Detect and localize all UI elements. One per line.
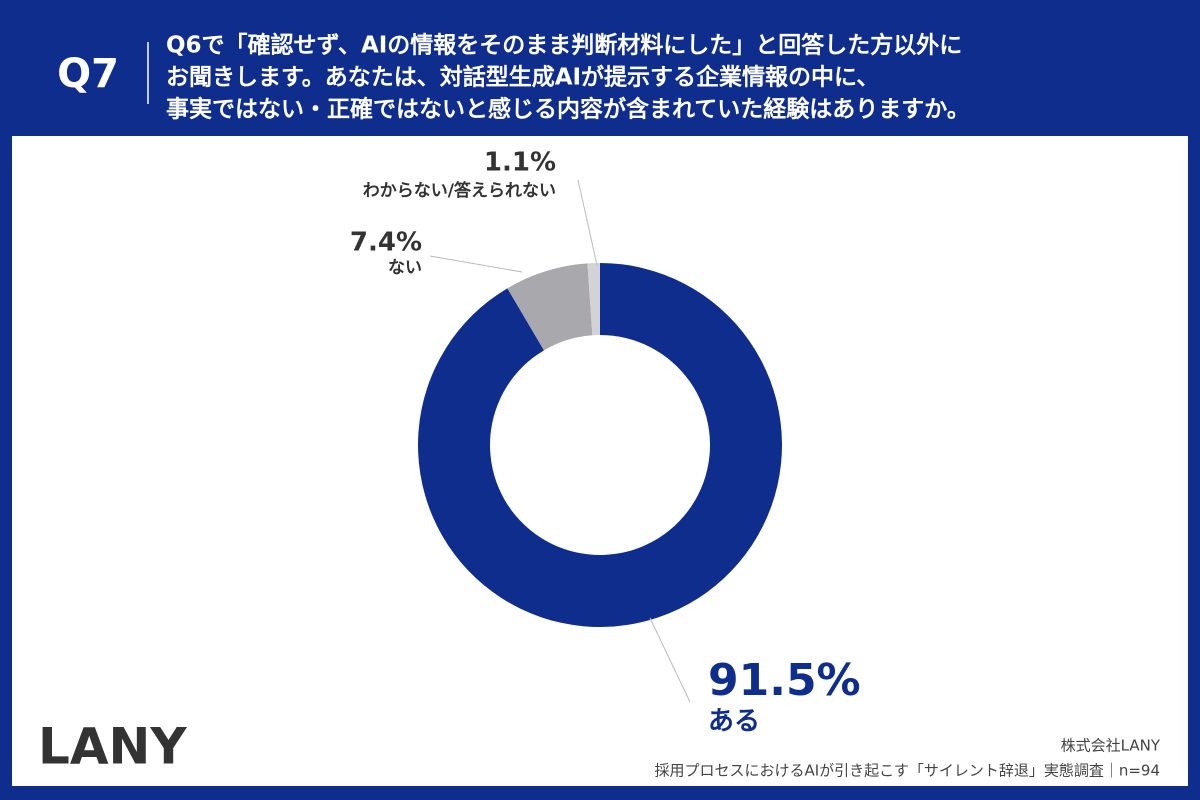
category-label: わからない/答えられない — [363, 180, 556, 201]
chart-title: Q6で「確認せず、AIの情報をそのまま判断材料にした」と回答した方以外に — [166, 32, 962, 59]
category-label: ない — [388, 258, 422, 278]
panel — [12, 136, 1188, 786]
donut-slice — [417, 263, 782, 628]
leader-line — [649, 617, 691, 703]
company: 株式会社LANY — [1061, 737, 1161, 755]
value-label: 1.1% — [484, 148, 556, 178]
value-label: 91.5% — [708, 655, 861, 706]
question-number: Q7 — [57, 51, 119, 97]
donut-slice — [507, 263, 593, 351]
chart-title: お聞きします。あなたは、対話型生成AIが提示する企業情報の中に、 — [166, 64, 879, 91]
value-label: 7.4% — [350, 228, 422, 258]
leader-line — [577, 179, 598, 266]
leader-line — [429, 255, 523, 273]
brand-logo: LANY — [38, 718, 187, 776]
donut-slice — [587, 263, 600, 336]
chart-title: 事実ではない・正確ではないと感じる内容が含まれていた経験はありますか。 — [166, 96, 970, 123]
category-label: ある — [708, 707, 760, 737]
source: 採用プロセスにおけるAIが引き起こす「サイレント辞退」実態調査｜n=94 — [654, 762, 1160, 780]
